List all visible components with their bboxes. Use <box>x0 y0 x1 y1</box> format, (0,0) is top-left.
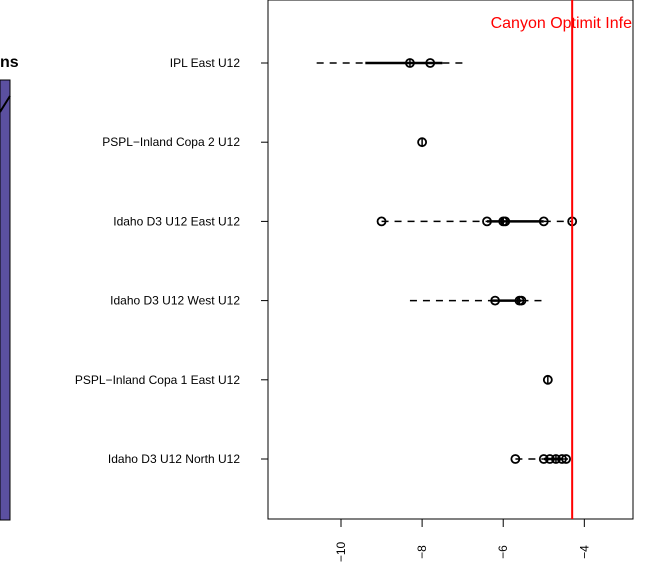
data-point <box>482 216 492 227</box>
data-point <box>538 216 549 227</box>
category-row: Idaho D3 U12 North U12 <box>108 452 571 466</box>
data-point <box>551 454 561 464</box>
side-panel-fragment-text: ns <box>0 54 19 71</box>
side-panel-fill <box>0 79 11 521</box>
data-point <box>510 454 521 464</box>
x-tick-label: −4 <box>577 545 591 559</box>
data-point <box>500 216 511 227</box>
category-row: PSPL−Inland Copa 1 East U12 <box>75 373 553 387</box>
category-label: PSPL−Inland Copa 1 East U12 <box>75 373 240 387</box>
data-point <box>544 454 555 464</box>
plot-frame <box>267 0 634 520</box>
category-row: Idaho D3 U12 West U12 <box>110 294 544 308</box>
category-label: IPL East U12 <box>170 56 241 70</box>
reference-line-label: Canyon Optimit Infe <box>491 15 633 32</box>
data-point <box>405 58 415 68</box>
data-point <box>538 454 549 464</box>
data-point <box>490 295 501 306</box>
data-point <box>557 454 567 464</box>
category-row: IPL East U12 <box>170 56 467 70</box>
data-point <box>542 374 553 385</box>
side-panel: ns <box>0 54 19 521</box>
category-row: Idaho D3 U12 East U12 <box>113 214 578 228</box>
data-point <box>417 137 428 148</box>
category-label: PSPL−Inland Copa 2 U12 <box>102 135 240 149</box>
category-label: Idaho D3 U12 West U12 <box>110 294 240 308</box>
data-point <box>425 58 436 68</box>
reference-line-layer: Canyon Optimit Infe <box>491 0 633 519</box>
category-label: Idaho D3 U12 East U12 <box>113 214 240 228</box>
data-point <box>516 295 527 306</box>
categories-layer: IPL East U12 PSPL−Inland Copa 2 U12 Idaho … <box>75 56 578 466</box>
x-tick-label: −8 <box>415 545 429 559</box>
x-tick-label: −10 <box>334 541 348 562</box>
category-label: Idaho D3 U12 North U12 <box>108 452 240 466</box>
x-tick-label: −6 <box>496 545 510 559</box>
side-panel-line <box>0 95 11 113</box>
data-point <box>376 216 387 227</box>
x-axis: −10 −8 −6 −4 <box>334 519 591 562</box>
category-row: PSPL−Inland Copa 2 U12 <box>102 135 428 149</box>
data-point <box>561 454 571 464</box>
